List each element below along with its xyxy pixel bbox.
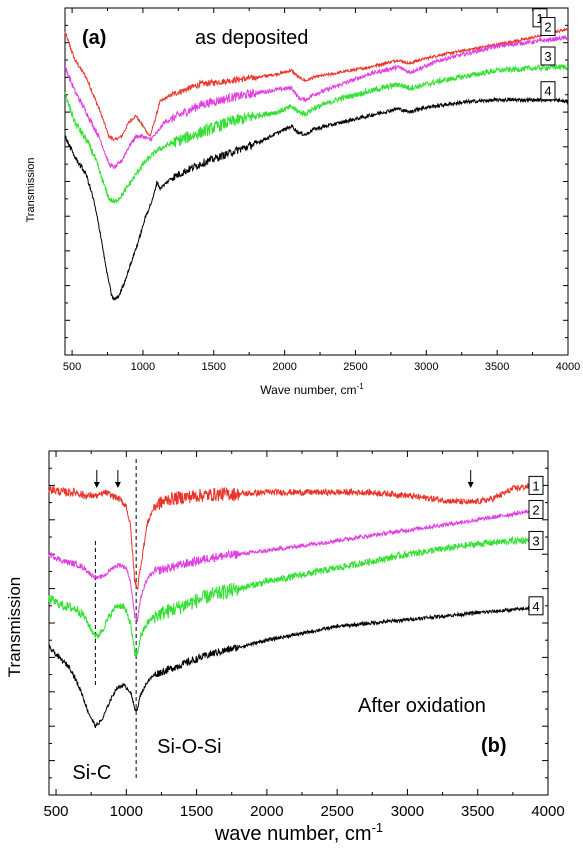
x-tick-label: 3000 xyxy=(414,361,438,373)
x-tick-label: 3000 xyxy=(391,803,424,820)
x-tick-label: 3500 xyxy=(461,803,494,820)
series-legend-box xyxy=(528,499,544,519)
series-line-4 xyxy=(48,603,542,729)
x-tick-label: 2000 xyxy=(272,361,296,373)
series-line-4 xyxy=(64,96,569,301)
panel-b-series xyxy=(48,481,542,729)
panel-b: (b) After oxidation Transmission wave nu… xyxy=(5,450,565,845)
arrow-head-icon xyxy=(114,482,121,488)
series-line-2 xyxy=(64,34,569,170)
panel-b-ticks: 500 1000 1500 2000 2500 3000 3500 4000 xyxy=(44,451,565,820)
panel-a-legend: 12 3 4 xyxy=(532,8,556,101)
series-legend-label: 4 xyxy=(532,599,539,614)
panel-b-annotation: After oxidation xyxy=(358,695,486,717)
panel-b-dashed-lines xyxy=(94,459,137,781)
series-legend-label: 2 xyxy=(532,502,539,517)
panel-a-frame xyxy=(64,7,569,356)
x-tick-label: 4000 xyxy=(556,361,580,373)
series-legend-box xyxy=(528,475,544,495)
panel-b-arrows xyxy=(93,470,474,488)
series-legend-box xyxy=(540,46,556,66)
x-tick-label: 2500 xyxy=(320,803,353,820)
panel-a-annotation: as deposited xyxy=(195,27,308,49)
arrow-head-icon xyxy=(467,482,474,488)
x-tick-label: 2500 xyxy=(343,361,367,373)
series-legend-box xyxy=(528,530,544,550)
series-legend-label: 3 xyxy=(544,49,551,64)
x-tick-label: 1500 xyxy=(180,803,213,820)
series-legend-label: 2 xyxy=(544,19,551,34)
x-tick-label: 3500 xyxy=(485,361,509,373)
series-line-3 xyxy=(48,535,542,657)
panel-b-label: (b) xyxy=(481,735,507,757)
x-tick-label: 1000 xyxy=(110,803,143,820)
x-tick-label: 500 xyxy=(44,803,69,820)
series-legend-box xyxy=(528,596,544,616)
x-tick-label: 1500 xyxy=(202,361,226,373)
panel-a-series xyxy=(64,27,569,301)
series-legend-label: 3 xyxy=(532,533,539,548)
x-tick-label: 500 xyxy=(63,361,81,373)
x-tick-label: 4000 xyxy=(531,803,564,820)
x-tick-label: 2000 xyxy=(250,803,283,820)
series-line-1 xyxy=(48,481,542,590)
series-legend-box xyxy=(540,81,556,101)
panel-a-xlabel: Wave number, cm-1 xyxy=(260,382,364,397)
panel-a-ylabel: Transmission xyxy=(25,158,37,223)
series-legend-label: 1 xyxy=(532,478,539,493)
peak-label: Si-O-Si xyxy=(157,736,221,758)
series-legend-box xyxy=(540,16,556,36)
series-legend-label: 4 xyxy=(544,84,551,99)
panel-b-ylabel: Transmission xyxy=(5,577,24,677)
series-legend-label: 1 xyxy=(536,11,543,26)
panel-b-peak-labels: Si-C Si-O-Si xyxy=(72,736,221,784)
panel-a: (a) as deposited Transmission Wave numbe… xyxy=(25,7,580,397)
peak-label: Si-C xyxy=(72,762,111,784)
series-line-3 xyxy=(64,63,569,205)
series-line-1 xyxy=(64,27,569,142)
panel-b-xlabel: wave number, cm-1 xyxy=(214,820,383,845)
panel-a-label: (a) xyxy=(82,27,106,49)
series-line-2 xyxy=(48,506,542,622)
x-tick-label: 1000 xyxy=(131,361,155,373)
panel-b-legend: 1 2 3 4 xyxy=(528,475,544,616)
panel-a-ticks: 500 1000 1500 2000 2500 3000 3500 4000 xyxy=(63,8,580,373)
arrow-head-icon xyxy=(93,482,100,488)
